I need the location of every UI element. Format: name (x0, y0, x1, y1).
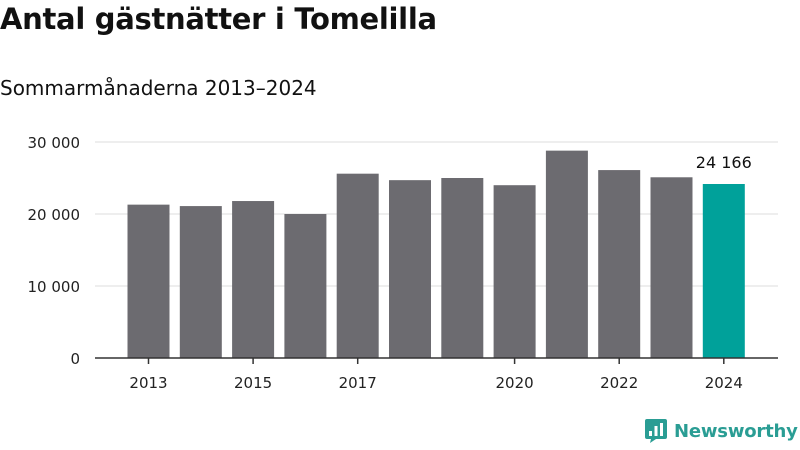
x-tick-label: 2017 (339, 374, 377, 392)
bar (179, 206, 222, 358)
y-tick-label: 20 000 (28, 206, 81, 224)
newsworthy-logo-icon (645, 419, 667, 443)
newsworthy-wordmark: Newsworthy (674, 420, 798, 442)
x-tick-label: 2020 (496, 374, 534, 392)
x-tick-label: 2024 (705, 374, 743, 392)
data-label: 24 166 (696, 153, 752, 172)
chart-subtitle: Sommarmånaderna 2013–2024 (0, 76, 317, 100)
newsworthy-logo: Newsworthy (644, 418, 798, 444)
y-tick-label: 30 000 (28, 134, 81, 152)
bar (284, 214, 327, 358)
bar (598, 170, 641, 358)
bar (545, 150, 588, 358)
x-tick-label: 2015 (234, 374, 272, 392)
chart-title: Antal gästnätter i Tomelilla (0, 2, 437, 36)
bar (232, 201, 275, 358)
bar (702, 184, 745, 358)
x-tick-label: 2013 (129, 374, 167, 392)
bar (336, 173, 379, 358)
bar (127, 204, 170, 358)
bar (493, 185, 536, 358)
bar (441, 178, 484, 358)
y-tick-label: 0 (70, 350, 80, 368)
bar (389, 180, 431, 358)
x-tick-label: 2022 (600, 374, 638, 392)
bar (650, 177, 693, 358)
y-tick-label: 10 000 (28, 278, 81, 296)
